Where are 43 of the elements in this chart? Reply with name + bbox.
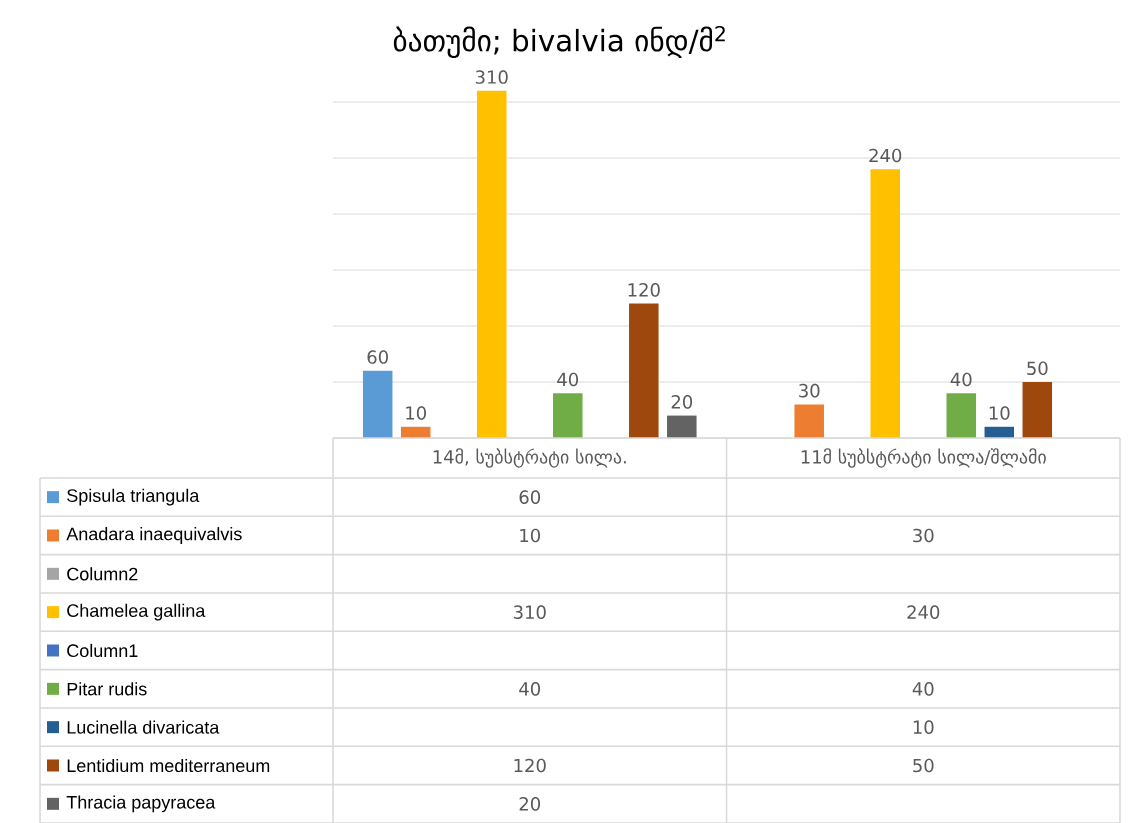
bar	[553, 393, 583, 438]
text: 310	[513, 605, 546, 619]
x-tick-label: 11მ სუბსტრატი სილა/შლამი	[801, 448, 1046, 468]
legend-label: Chamelea gallina	[67, 603, 206, 621]
data-label: 240	[869, 148, 902, 163]
bar	[946, 393, 977, 438]
text: 40	[519, 682, 541, 696]
text: 240	[907, 605, 940, 619]
text: 30	[913, 528, 934, 543]
text: 60	[519, 490, 541, 504]
legend-label: Thracia papyracea	[66, 795, 216, 813]
bar	[794, 404, 824, 438]
data-label: 10	[989, 406, 1010, 420]
text: 20	[519, 797, 541, 811]
legend-label: Lentidium mediterraneum	[67, 758, 270, 773]
legend-label: Lucinella divaricata	[67, 720, 220, 734]
data-label: 20	[671, 395, 693, 409]
bar	[476, 90, 507, 438]
data-label: 40	[950, 372, 972, 387]
legend-label: Column2	[67, 567, 138, 581]
data-label: 120	[628, 283, 660, 297]
legend-label: Column1	[67, 643, 138, 658]
data-label: 40	[557, 372, 579, 387]
legend-label: Pitar rudis	[67, 682, 147, 696]
x-tick-label: 14მ, სუბსტრატი სილა.	[433, 448, 626, 468]
legend-label: Anadara inaequivalvis	[66, 527, 242, 544]
text: 10	[913, 720, 934, 734]
chart-title: ბათუმი; bivalvia ინდ/მ$^{2}$	[393, 25, 725, 59]
text: 40	[912, 682, 934, 696]
text: 50	[913, 758, 934, 773]
text: 10	[520, 528, 541, 543]
legend-label: Spisula triangula	[67, 488, 200, 506]
data-label: 10	[406, 406, 426, 420]
bar	[1022, 381, 1053, 438]
bar	[629, 303, 659, 438]
text: 120	[514, 758, 546, 773]
data-label: 30	[799, 383, 820, 398]
data-label: 50	[1027, 361, 1048, 376]
bar	[870, 169, 900, 438]
data-label: 310	[475, 70, 508, 84]
bar	[667, 415, 697, 438]
data-label: 60	[367, 350, 388, 364]
bar	[362, 370, 393, 438]
